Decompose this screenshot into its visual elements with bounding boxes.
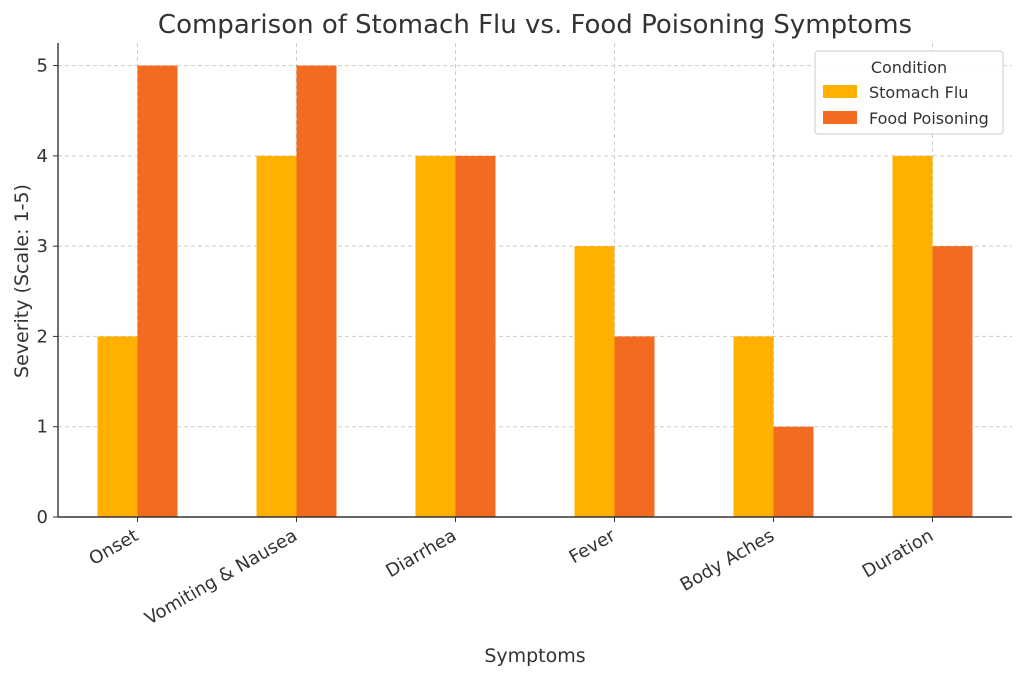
legend-label: Stomach Flu	[869, 83, 968, 102]
axes	[53, 43, 1012, 522]
legend-label: Food Poisoning	[869, 109, 989, 128]
x-tick-label: Onset	[86, 525, 142, 570]
legend: Condition Stomach Flu Food Poisoning	[814, 50, 1004, 135]
bar-food-poisoning	[773, 426, 814, 517]
x-tick-label: Vomiting & Nausea	[141, 525, 301, 629]
legend-box	[814, 50, 1004, 135]
y-tick-label: 5	[37, 56, 48, 77]
legend-title: Condition	[871, 58, 947, 77]
x-tick-label: Duration	[859, 525, 937, 582]
bars	[97, 65, 973, 518]
legend-swatch	[823, 111, 857, 124]
legend-swatch	[823, 85, 857, 98]
x-tick-label: Body Aches	[677, 525, 778, 596]
y-axis-label: Severity (Scale: 1-5)	[11, 184, 33, 378]
bar-stomach-flu	[97, 336, 138, 517]
x-tick-label: Diarrhea	[382, 525, 460, 582]
bar-stomach-flu	[415, 155, 456, 517]
y-tick-label: 2	[37, 326, 48, 347]
bar-stomach-flu	[256, 155, 297, 517]
y-tick-label: 0	[37, 507, 48, 528]
bar-food-poisoning	[296, 65, 337, 518]
bar-stomach-flu	[733, 336, 774, 517]
y-tick-label: 4	[37, 146, 48, 167]
bar-stomach-flu	[892, 155, 933, 517]
bar-food-poisoning	[455, 155, 496, 517]
x-axis-label: Symptoms	[484, 645, 585, 667]
bar-food-poisoning	[932, 246, 973, 517]
bar-stomach-flu	[574, 246, 615, 517]
bar-food-poisoning	[614, 336, 655, 517]
bar-food-poisoning	[137, 65, 178, 518]
chart-title: Comparison of Stomach Flu vs. Food Poiso…	[158, 10, 912, 40]
x-tick-label: Fever	[566, 525, 620, 568]
y-tick-label: 3	[37, 236, 48, 257]
y-tick-label: 1	[37, 417, 48, 438]
